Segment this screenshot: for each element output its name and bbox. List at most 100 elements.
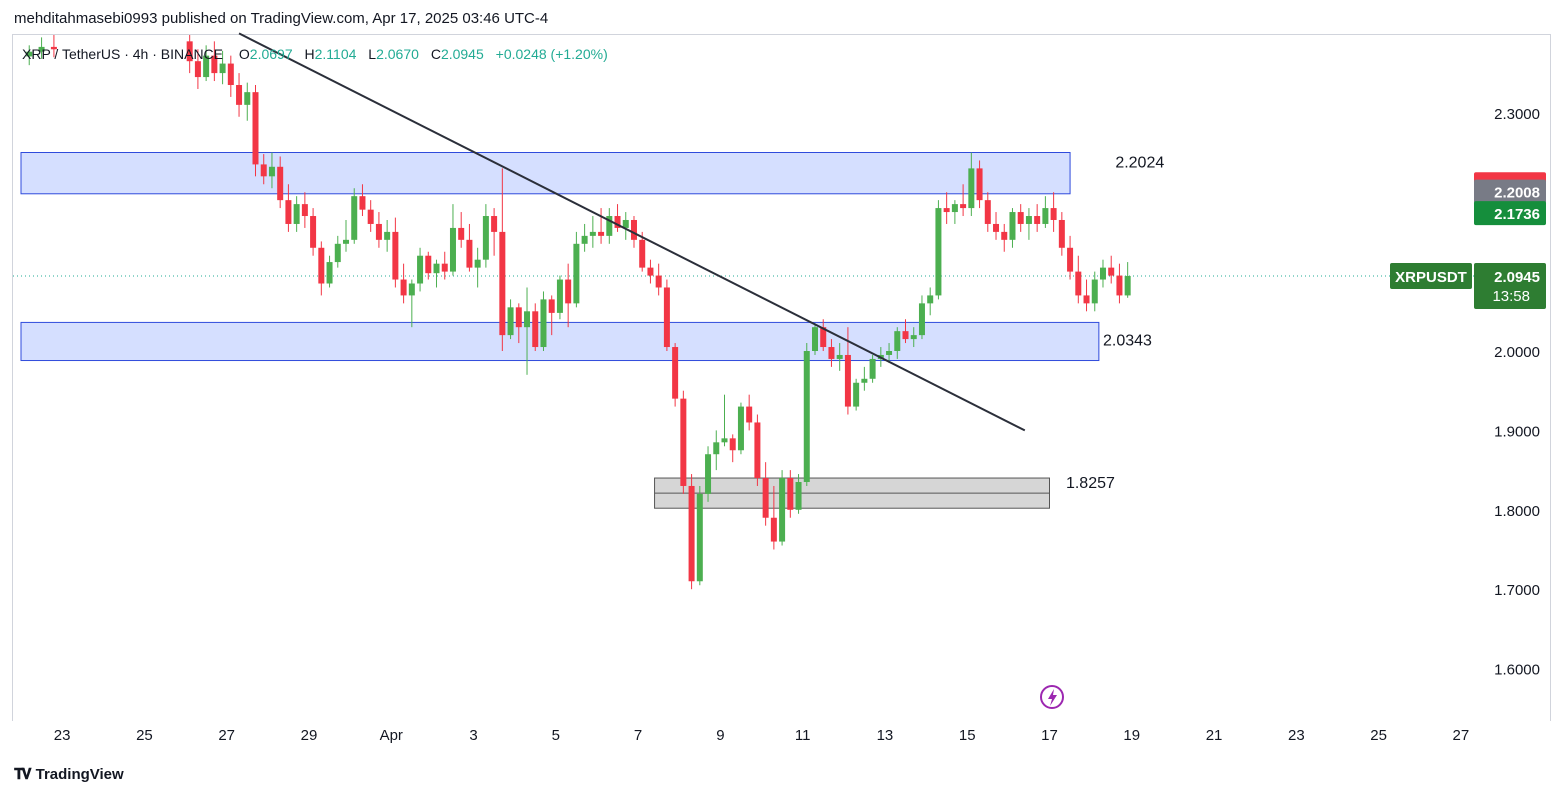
high-value: 2.1104 [314, 46, 357, 62]
candle-up [1099, 267, 1106, 280]
candle-down [1034, 216, 1041, 224]
candle-down [260, 164, 267, 177]
candle-up [384, 231, 391, 240]
candle-up [935, 208, 942, 296]
low-value: 2.0670 [376, 46, 419, 62]
candle-down [1083, 295, 1090, 304]
x-tick-label: 27 [218, 727, 235, 744]
candle-up [244, 92, 251, 105]
candle-down [598, 231, 605, 236]
candle-down [639, 239, 646, 268]
candle-down [729, 438, 736, 451]
candle-down [548, 299, 555, 313]
candle-down [359, 196, 366, 210]
candle-down [425, 255, 432, 274]
candle-down [375, 223, 382, 240]
candle-up [573, 243, 580, 304]
candle-up [524, 311, 531, 328]
candle-down [1058, 219, 1065, 248]
candle-up [721, 438, 728, 443]
candle-up [482, 216, 489, 260]
publisher-header: mehditahmasebi0993 published on TradingV… [14, 10, 549, 27]
candle-up [622, 219, 629, 228]
candle-up [219, 63, 226, 74]
tradingview-logo[interactable]: 𝐓𝐕 TradingView [14, 766, 124, 783]
x-tick-label: 13 [877, 727, 894, 744]
candle-up [836, 354, 843, 359]
candle-up [951, 204, 958, 213]
x-tick-label: 27 [1453, 727, 1470, 744]
candle-up [433, 263, 440, 274]
candle-down [787, 478, 794, 510]
x-tick-label: 29 [301, 727, 318, 744]
candle-down [285, 200, 292, 224]
candle-down [186, 41, 193, 62]
candle-up [417, 255, 424, 284]
candle-down [762, 478, 769, 518]
candle-up [540, 299, 547, 348]
x-tick-label: 7 [634, 727, 642, 744]
candle-down [1050, 208, 1057, 220]
high-label: H [304, 46, 315, 62]
candle-up [910, 335, 917, 340]
candle-down [844, 354, 851, 407]
candle-down [655, 275, 662, 288]
symbol-tag-label: XRPUSDT [1395, 269, 1467, 286]
close-value: 2.0945 [440, 46, 484, 62]
candle-down [984, 200, 991, 224]
y-tick-label: 2.3000 [1494, 106, 1540, 123]
x-tick-label: 21 [1206, 727, 1223, 744]
candle-down [614, 216, 621, 228]
candle-down [532, 311, 539, 348]
candle-down [1067, 247, 1074, 272]
price-tag-label: 2.2008 [1494, 185, 1540, 202]
x-tick-label: 9 [716, 727, 724, 744]
y-tick-label: 1.6000 [1494, 662, 1540, 679]
last-price-label: 2.0945 [1494, 269, 1540, 286]
candle-down [441, 263, 448, 272]
open-value: 2.0697 [249, 46, 293, 62]
x-tick-label: 25 [136, 727, 153, 744]
candle-up [1091, 279, 1098, 304]
candle-down [50, 46, 57, 50]
support-zone-label: 2.0343 [1103, 332, 1152, 349]
candle-down [515, 307, 522, 328]
lightning-bolt-icon [1048, 689, 1057, 706]
x-tick-label: 11 [795, 727, 811, 744]
candle-up [968, 168, 975, 209]
y-tick-label: 1.7000 [1494, 582, 1540, 599]
candle-down [400, 279, 407, 296]
close-label: C [430, 46, 441, 62]
candle-down [491, 216, 498, 232]
candle-down [565, 279, 572, 304]
candle-up [507, 307, 514, 336]
candle-down [310, 216, 317, 248]
candle-down [318, 247, 325, 284]
candle-up [293, 204, 300, 224]
candle-up [334, 243, 341, 263]
candle-up [1025, 216, 1032, 224]
candle-down [960, 204, 967, 209]
candle-down [993, 223, 1000, 232]
tradingview-logo-text: TradingView [35, 766, 124, 783]
candle-up [1042, 208, 1049, 224]
price-tag [1474, 201, 1546, 226]
candle-down [680, 398, 687, 486]
candle-down [1001, 231, 1008, 240]
x-tick-label: 17 [1041, 727, 1058, 744]
x-tick-label: 5 [552, 727, 560, 744]
symbol-label[interactable]: XRP / TetherUS · 4h · BINANCE [22, 46, 223, 62]
candle-down [252, 92, 259, 165]
candle-down [1075, 271, 1082, 296]
candle-down [367, 209, 374, 224]
candle-up [268, 166, 275, 177]
candle-down [392, 231, 399, 280]
x-tick-label: 25 [1370, 727, 1387, 744]
candle-up [343, 239, 350, 244]
y-tick-label: 1.8000 [1494, 503, 1540, 520]
open-label: O [238, 46, 250, 62]
tradingview-logo-icon: 𝐓𝐕 [14, 766, 32, 783]
candle-down [194, 61, 201, 78]
candle-down [943, 208, 950, 213]
